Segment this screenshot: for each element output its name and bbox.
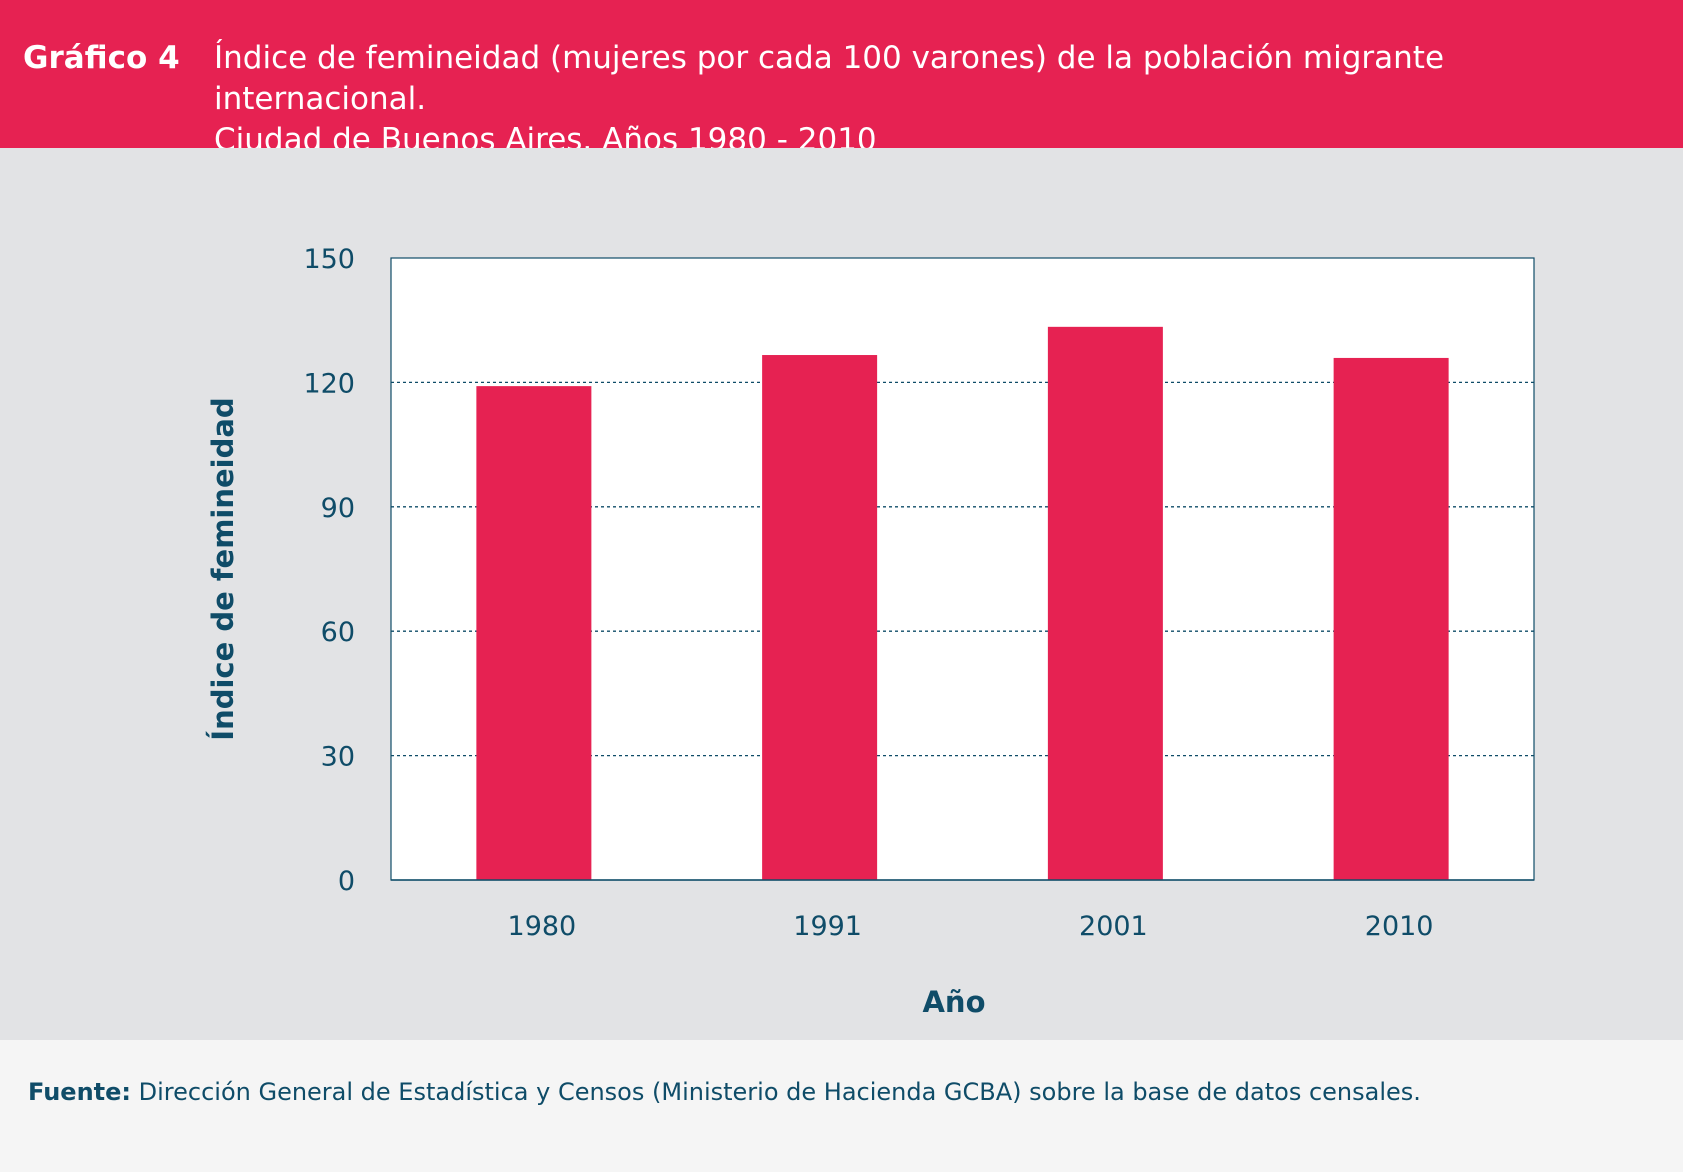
y-tick-label: 0 <box>338 866 355 897</box>
title-line-1: Índice de femineidad (mujeres por cada 1… <box>214 40 1445 117</box>
x-tick-label: 1980 <box>508 911 577 942</box>
y-tick-label: 90 <box>321 493 355 524</box>
bar-2010 <box>1333 357 1449 880</box>
y-tick-label: 120 <box>303 368 355 399</box>
x-axis-title: Año <box>922 985 985 1019</box>
bar-1991 <box>762 355 878 881</box>
x-tick-label: 2010 <box>1365 911 1434 942</box>
y-tick-label: 30 <box>321 742 355 773</box>
bar-1980 <box>476 386 592 880</box>
x-tick-label: 1991 <box>793 911 862 942</box>
figure-number: Gráfico 4 <box>23 40 180 76</box>
source-text: Dirección General de Estadística y Censo… <box>131 1078 1421 1106</box>
y-tick-label: 60 <box>321 617 355 648</box>
y-tick-label: 150 <box>303 244 355 275</box>
x-tick-label: 2001 <box>1079 911 1148 942</box>
bar-2001 <box>1047 326 1163 880</box>
source-label: Fuente: <box>28 1078 131 1106</box>
source-note: Fuente: Dirección General de Estadística… <box>28 1078 1421 1106</box>
y-axis-title: Índice de femineidad <box>206 397 240 740</box>
